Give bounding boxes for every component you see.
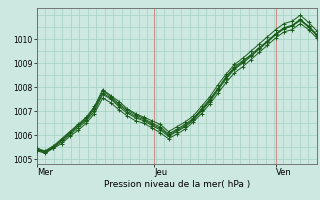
X-axis label: Pression niveau de la mer( hPa ): Pression niveau de la mer( hPa ) <box>104 180 250 189</box>
